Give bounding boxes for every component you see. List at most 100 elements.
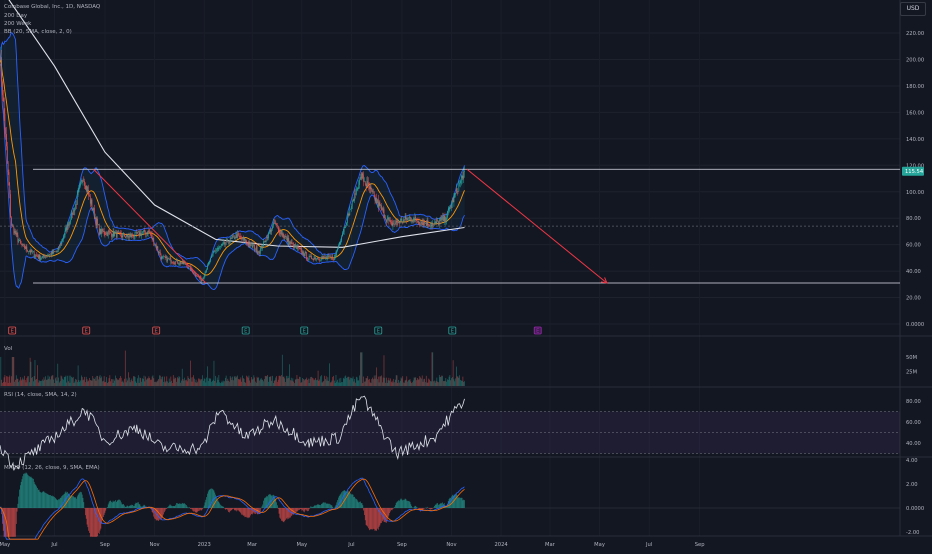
macd-histogram-bar [115, 500, 116, 508]
volume-bar [213, 380, 214, 386]
candle-body [145, 233, 146, 235]
candle-body [310, 256, 311, 257]
volume-bar [77, 382, 78, 386]
price-tick-label: 200.00 [906, 58, 924, 64]
volume-bar [415, 378, 416, 386]
macd-histogram-bar [227, 508, 228, 510]
volume-bar [129, 378, 130, 386]
macd-histogram-bar [267, 496, 268, 508]
time-tick-label: 2024 [495, 542, 509, 548]
macd-histogram-bar [328, 504, 329, 508]
candle-body [227, 240, 228, 241]
macd-histogram-bar [373, 508, 374, 529]
candle-body [247, 243, 248, 244]
macd-histogram-bar [153, 508, 154, 517]
candle-body [240, 236, 241, 238]
volume-bar [175, 378, 176, 386]
volume-bar [316, 380, 317, 386]
volume-bar [96, 376, 97, 386]
candle-body [14, 231, 15, 234]
macd-histogram-bar [415, 506, 416, 508]
currency-button[interactable]: USD [900, 2, 926, 16]
macd-histogram-bar [318, 504, 319, 508]
macd-histogram-bar [281, 508, 282, 521]
volume-bar [374, 376, 375, 386]
volume-bar [165, 382, 166, 386]
volume-bar [269, 377, 270, 386]
volume-bar [353, 377, 354, 386]
macd-histogram-bar [268, 495, 269, 508]
macd-histogram-bar [438, 505, 439, 508]
volume-bar [39, 380, 40, 386]
macd-histogram-bar [240, 508, 241, 513]
candle-body [13, 227, 14, 233]
macd-histogram-bar [22, 476, 23, 508]
volume-bar [249, 376, 250, 386]
candle-body [96, 219, 97, 226]
volume-bar [349, 380, 350, 386]
macd-histogram-bar [301, 508, 302, 511]
volume-bar [212, 381, 213, 386]
candle-body [128, 236, 129, 237]
macd-tick-label: 0.0000 [906, 506, 924, 512]
macd-histogram-bar [323, 502, 324, 508]
candle-body [251, 243, 252, 244]
candle-body [415, 217, 416, 219]
volume-bar [264, 379, 265, 386]
macd-histogram-bar [187, 507, 188, 508]
price-tick-label: 220.00 [906, 31, 924, 37]
volume-bar [345, 376, 346, 386]
macd-histogram-bar [205, 500, 206, 508]
macd-histogram-bar [320, 505, 321, 508]
candle-body [119, 232, 120, 233]
candle-body [197, 276, 198, 277]
macd-histogram-bar [279, 508, 280, 518]
candle-body [149, 231, 150, 232]
candle-body [464, 171, 465, 172]
candle-body [438, 221, 439, 224]
candle-body [445, 216, 446, 222]
volume-bar [67, 376, 68, 386]
candle-body [377, 199, 378, 203]
candle-body [169, 259, 170, 260]
macd-histogram-bar [194, 508, 195, 511]
volume-bar [356, 377, 357, 386]
volume-bar [48, 376, 49, 386]
candle-body [157, 247, 158, 251]
candle-body [161, 255, 162, 259]
candle-body [172, 262, 173, 263]
candle-body [5, 114, 6, 130]
macd-histogram-bar [244, 508, 245, 516]
volume-bar [263, 381, 264, 386]
volume-bar [163, 382, 164, 386]
macd-histogram-bar [317, 504, 318, 508]
candle-body [175, 263, 176, 264]
volume-bar [383, 378, 384, 386]
macd-histogram-bar [325, 503, 326, 508]
candle-body [344, 227, 345, 232]
volume-bar [41, 381, 42, 386]
candle-body [114, 231, 115, 236]
volume-bar [435, 383, 436, 386]
macd-histogram-bar [367, 508, 368, 527]
volume-bar [282, 355, 283, 386]
candle-body [284, 237, 285, 238]
macd-histogram-bar [406, 501, 407, 508]
volume-bar [44, 377, 45, 386]
volume-bar [279, 376, 280, 386]
volume-bar [305, 379, 306, 386]
volume-bar [397, 383, 398, 386]
macd-histogram-bar [310, 506, 311, 508]
candle-body [391, 222, 392, 223]
macd-histogram-bar [7, 508, 8, 537]
volume-bar [384, 355, 385, 386]
volume-bar [44, 380, 45, 386]
candle-body [205, 273, 206, 276]
candle-body [318, 258, 319, 259]
candle-body [323, 256, 324, 258]
volume-bar [174, 379, 175, 386]
volume-bar [201, 379, 202, 386]
volume-bar [82, 377, 83, 386]
